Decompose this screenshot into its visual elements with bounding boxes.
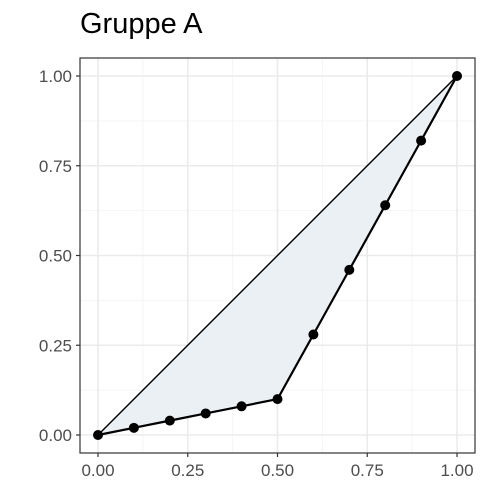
x-tick-label: 0.75	[351, 461, 384, 480]
y-tick-label: 0.25	[39, 336, 72, 355]
x-tick-label: 0.50	[261, 461, 294, 480]
data-point	[164, 415, 175, 426]
x-tick-label: 0.00	[81, 461, 114, 480]
data-point	[200, 408, 211, 419]
chart-title: Gruppe A	[80, 8, 203, 40]
x-tick-label: 1.00	[440, 461, 473, 480]
y-tick-label: 0.50	[39, 247, 72, 266]
point-layer	[93, 71, 462, 440]
y-tick-label: 0.00	[39, 426, 72, 445]
data-point	[308, 329, 319, 340]
data-point	[380, 200, 391, 211]
axis-layer: 0.00 0.25 0.50 0.75 1.00 0.00 0.25 0.50 0.75 1.00	[39, 67, 474, 480]
data-point	[272, 394, 283, 405]
data-point	[128, 422, 139, 433]
equality-line	[97, 75, 458, 436]
data-point	[452, 71, 462, 81]
data-point	[416, 135, 427, 146]
data-point	[93, 430, 103, 440]
y-tick-label: 0.75	[39, 157, 72, 176]
data-point	[236, 401, 247, 412]
data-point	[344, 264, 355, 275]
y-tick-label: 1.00	[39, 67, 72, 86]
x-tick-label: 0.25	[171, 461, 204, 480]
